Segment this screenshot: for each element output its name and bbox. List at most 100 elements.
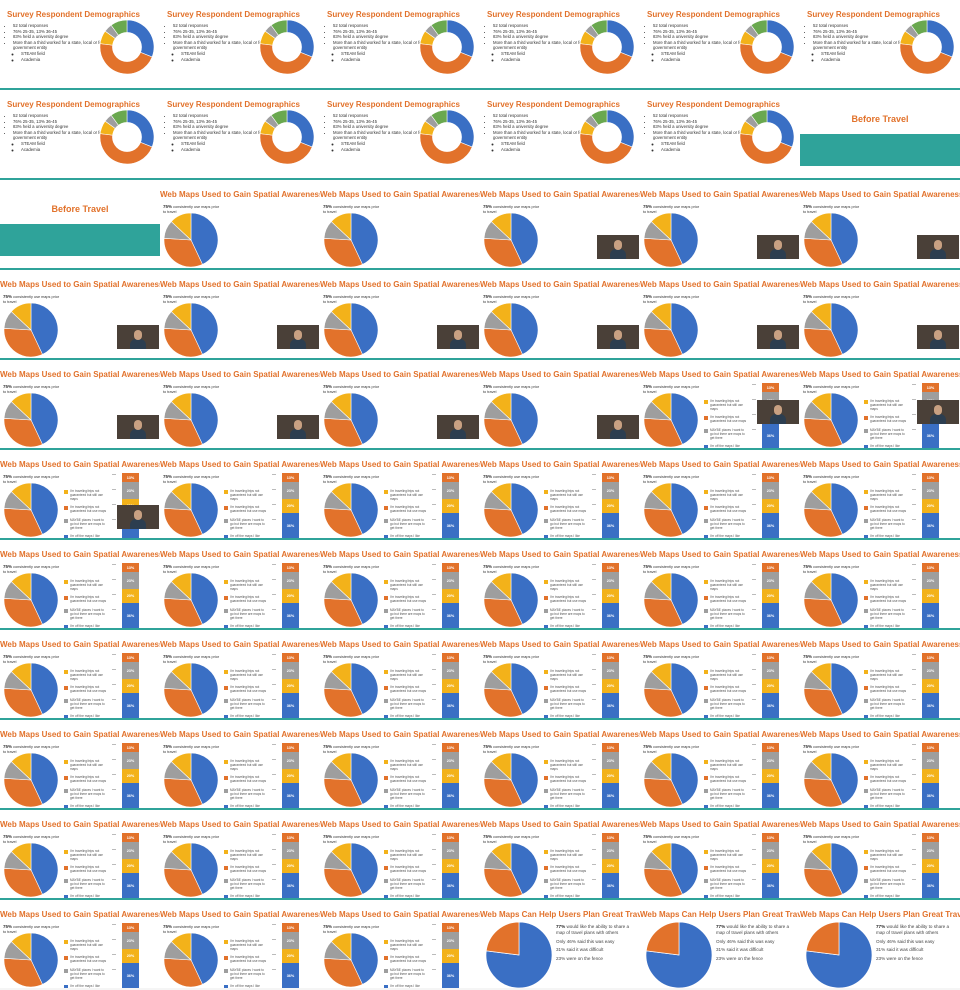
education-donut-chart	[420, 110, 474, 164]
legend-swatch	[864, 428, 868, 433]
row-separator	[0, 448, 960, 450]
slide-thumbnail[interactable]: Web Maps Used to Gain Spatial Awareness 7…	[800, 270, 960, 358]
slide-thumbnail[interactable]: Web Maps Used to Gain Spatial Awareness 7…	[480, 450, 640, 538]
slide-thumbnail[interactable]: Web Maps Can Help Users Plan Great Trave…	[800, 900, 960, 988]
map-usage-pie-chart-slice-3	[10, 573, 32, 601]
slide-thumbnail[interactable]: Web Maps Used to Gain Spatial Awareness 7…	[480, 180, 640, 268]
slide-thumbnail[interactable]: Web Maps Used to Gain Spatial Awareness 7…	[0, 900, 160, 988]
legend-label: I'm traveling/trips not guaranteed but u…	[230, 685, 267, 694]
stacked-bar-segment: 13%	[762, 653, 779, 663]
slide-thumbnail[interactable]: Web Maps Used to Gain Spatial Awareness 7…	[320, 360, 480, 448]
slide-thumbnail[interactable]: Web Maps Used to Gain Spatial Awareness 7…	[640, 450, 800, 538]
slide-thumbnail[interactable]: Before Travel	[800, 90, 960, 178]
legend-label: I'm off the maps I like (Google/ Apple M…	[550, 624, 580, 628]
slide-thumbnail[interactable]: Web Maps Used to Gain Spatial Awareness 7…	[320, 180, 480, 268]
slide-thumbnail[interactable]: Survey Respondent Demographics 52 total r…	[320, 0, 480, 88]
slide-thumbnail[interactable]: Web Maps Used to Gain Spatial Awareness 7…	[640, 630, 800, 718]
slide-thumbnail[interactable]: Survey Respondent Demographics 52 total r…	[160, 0, 320, 88]
map-usage-pie-chart	[644, 393, 698, 447]
slide-thumbnail[interactable]: Web Maps Used to Gain Spatial Awareness 7…	[800, 540, 960, 628]
legend-item: MAYBE places I want to go but there are …	[704, 878, 748, 890]
axis-tick	[912, 474, 916, 475]
slide-thumbnail[interactable]: Web Maps Used to Gain Spatial Awareness 7…	[160, 270, 320, 358]
slide-thumbnail[interactable]: Web Maps Used to Gain Spatial Awareness 7…	[320, 540, 480, 628]
slide-thumbnail[interactable]: Web Maps Used to Gain Spatial Awareness 7…	[320, 450, 480, 538]
stacked-bar-segment: 36%	[122, 873, 139, 898]
slide-thumbnail[interactable]: Web Maps Used to Gain Spatial Awareness 7…	[640, 360, 800, 448]
usage-percent: 75%	[3, 384, 13, 389]
axis-tick	[752, 579, 756, 580]
slide-thumbnail[interactable]: Web Maps Used to Gain Spatial Awareness 7…	[800, 630, 960, 718]
legend-label: I'm traveling/trips not guaranteed but s…	[390, 669, 423, 681]
slide-thumbnail[interactable]: Web Maps Used to Gain Spatial Awareness 7…	[0, 450, 160, 538]
map-usage-pie-chart	[804, 483, 858, 537]
slide-thumbnail[interactable]: Web Maps Used to Gain Spatial Awareness 7…	[640, 270, 800, 358]
stat-difficult: 31% said it was difficult	[716, 947, 764, 953]
stacked-bar-segment: 36%	[442, 873, 459, 898]
axis-tick	[912, 504, 916, 505]
map-usage-pie-chart-slice-0	[830, 663, 858, 715]
slide-thumbnail[interactable]: Web Maps Used to Gain Spatial Awareness 7…	[160, 630, 320, 718]
legend-item: MAYBE places I want to go but there are …	[384, 698, 428, 710]
slide-thumbnail[interactable]: Web Maps Used to Gain Spatial Awareness 7…	[320, 270, 480, 358]
slide-thumbnail[interactable]: Web Maps Used to Gain Spatial Awareness 7…	[160, 900, 320, 988]
legend-item: I'm off the maps I like (Google/ Apple M…	[384, 805, 428, 808]
slide-thumbnail[interactable]: Web Maps Can Help Users Plan Great Trave…	[480, 900, 640, 988]
slide-thumbnail[interactable]: Web Maps Used to Gain Spatial Awareness 7…	[160, 810, 320, 898]
slide-thumbnail[interactable]: Web Maps Used to Gain Spatial Awareness 7…	[640, 540, 800, 628]
usage-percent: 75%	[323, 564, 333, 569]
slide-thumbnail[interactable]: Web Maps Used to Gain Spatial Awareness 7…	[0, 540, 160, 628]
slide-thumbnail[interactable]: Web Maps Used to Gain Spatial Awareness 7…	[320, 900, 480, 988]
legend-swatch	[64, 608, 68, 613]
bullet-item: 83% held a university degree	[493, 124, 593, 130]
usage-percent: 75%	[803, 564, 813, 569]
slide-thumbnail[interactable]: Web Maps Used to Gain Spatial Awareness 7…	[160, 450, 320, 538]
slide-thumbnail[interactable]: Web Maps Used to Gain Spatial Awareness 7…	[160, 180, 320, 268]
legend-swatch	[224, 506, 228, 511]
slide-thumbnail[interactable]: Survey Respondent Demographics 52 total r…	[800, 0, 960, 88]
slide-thumbnail[interactable]: Web Maps Used to Gain Spatial Awareness 7…	[800, 360, 960, 448]
bullet-item: More than a third worked for a state, lo…	[333, 130, 433, 141]
usage-text: consistently use maps prior to travel	[643, 655, 700, 664]
slide-thumbnail[interactable]: Web Maps Used to Gain Spatial Awareness 7…	[480, 270, 640, 358]
slide-thumbnail[interactable]: Web Maps Used to Gain Spatial Awareness 7…	[480, 630, 640, 718]
slide-thumbnail[interactable]: Web Maps Used to Gain Spatial Awareness 7…	[0, 270, 160, 358]
slide-thumbnail[interactable]: Web Maps Used to Gain Spatial Awareness 7…	[800, 180, 960, 268]
slide-thumbnail[interactable]: Web Maps Used to Gain Spatial Awareness 7…	[320, 810, 480, 898]
slide-thumbnail[interactable]: Web Maps Used to Gain Spatial Awareness 7…	[0, 360, 160, 448]
slide-thumbnail[interactable]: Web Maps Used to Gain Spatial Awareness 7…	[320, 630, 480, 718]
map-usage-pie-chart	[484, 573, 538, 627]
slide-thumbnail[interactable]: Web Maps Used to Gain Spatial Awareness 7…	[480, 720, 640, 808]
slide-thumbnail[interactable]: Survey Respondent Demographics 52 total r…	[0, 90, 160, 178]
slide-thumbnail[interactable]: Web Maps Used to Gain Spatial Awareness 7…	[160, 360, 320, 448]
slide-thumbnail[interactable]: Web Maps Used to Gain Spatial Awareness 7…	[480, 810, 640, 898]
slide-thumbnail[interactable]: Web Maps Used to Gain Spatial Awareness 7…	[640, 720, 800, 808]
slide-thumbnail[interactable]: Web Maps Used to Gain Spatial Awareness 7…	[0, 810, 160, 898]
slide-thumbnail[interactable]: Web Maps Used to Gain Spatial Awareness 7…	[0, 630, 160, 718]
slide-thumbnail[interactable]: Web Maps Used to Gain Spatial Awareness 7…	[480, 540, 640, 628]
slide-thumbnail[interactable]: Web Maps Used to Gain Spatial Awareness 7…	[800, 810, 960, 898]
slide-thumbnail[interactable]: Web Maps Used to Gain Spatial Awareness 7…	[800, 450, 960, 538]
slide-thumbnail[interactable]: Survey Respondent Demographics 52 total r…	[640, 0, 800, 88]
slide-thumbnail[interactable]: Before Travel	[0, 180, 160, 268]
slide-thumbnail[interactable]: Survey Respondent Demographics 52 total r…	[640, 90, 800, 178]
map-usage-legend: I'm traveling/trips not guaranteed but s…	[704, 489, 748, 538]
slide-thumbnail[interactable]: Survey Respondent Demographics 52 total r…	[480, 0, 640, 88]
map-usage-pie-chart-slice-0	[510, 303, 538, 355]
slide-thumbnail[interactable]: Web Maps Used to Gain Spatial Awareness 7…	[640, 180, 800, 268]
slide-thumbnail[interactable]: Web Maps Used to Gain Spatial Awareness 7…	[320, 720, 480, 808]
slide-thumbnail[interactable]: Web Maps Used to Gain Spatial Awareness 7…	[480, 360, 640, 448]
slide-thumbnail[interactable]: Survey Respondent Demographics 52 total r…	[320, 90, 480, 178]
slide-thumbnail[interactable]: Survey Respondent Demographics 52 total r…	[160, 90, 320, 178]
slide-thumbnail[interactable]: Survey Respondent Demographics 52 total r…	[0, 0, 160, 88]
slide-title: Web Maps Used to Gain Spatial Awareness	[320, 370, 480, 379]
slide-thumbnail[interactable]: Web Maps Used to Gain Spatial Awareness 7…	[640, 810, 800, 898]
slide-thumbnail[interactable]: Web Maps Used to Gain Spatial Awareness 7…	[160, 540, 320, 628]
slide-thumbnail[interactable]: Web Maps Used to Gain Spatial Awareness 7…	[160, 720, 320, 808]
slide-thumbnail[interactable]: Web Maps Used to Gain Spatial Awareness 7…	[0, 720, 160, 808]
slide-thumbnail[interactable]: Web Maps Used to Gain Spatial Awareness 7…	[800, 720, 960, 808]
slide-thumbnail[interactable]: Survey Respondent Demographics 52 total r…	[480, 90, 640, 178]
slide-thumbnail[interactable]: Web Maps Can Help Users Plan Great Trave…	[640, 900, 800, 988]
presenter-video-thumbnail	[757, 325, 799, 349]
map-usage-legend: I'm traveling/trips not guaranteed but s…	[224, 849, 268, 898]
